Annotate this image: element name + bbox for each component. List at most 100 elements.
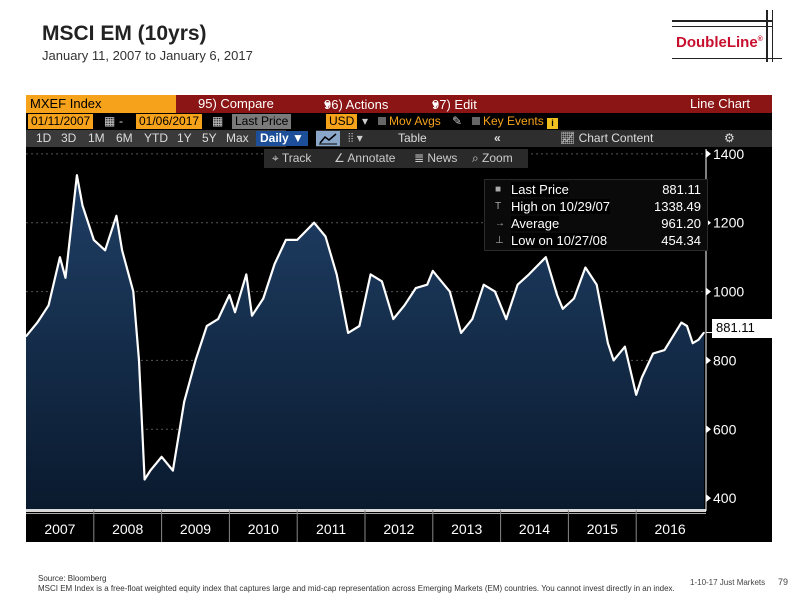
legend-label: Low on 10/27/08 — [511, 233, 608, 248]
track-button[interactable]: ⌖ Track — [272, 151, 312, 165]
data-point — [160, 456, 163, 458]
legend-value: 1338.49 — [654, 199, 701, 214]
data-point — [528, 273, 530, 276]
logo-rule-vertical-thin — [772, 10, 773, 62]
data-point — [697, 339, 700, 341]
data-point — [415, 287, 417, 289]
key-events-toggle[interactable]: Key Events i — [472, 114, 559, 129]
price-line — [26, 174, 705, 481]
chart-type-label[interactable]: Line Chart — [690, 96, 750, 111]
data-point — [155, 462, 157, 465]
data-point — [635, 394, 637, 396]
start-date-field[interactable]: 01/11/2007 — [28, 114, 94, 129]
data-point — [183, 400, 185, 403]
chart-content-label: Chart Content — [578, 131, 654, 145]
logo-rule-vertical — [766, 10, 768, 62]
y-tick-marker — [706, 149, 711, 158]
bloomberg-terminal: 400 600 800 1000 1200 1400 2007 2008 2009 2010 201… — [26, 95, 772, 542]
x-tick-label: 2009 — [180, 521, 211, 537]
data-point — [324, 235, 327, 238]
logo-rule-bottom — [672, 58, 782, 59]
ticker-field[interactable]: MXEF Index — [26, 95, 176, 113]
x-tick-label: 2011 — [316, 521, 346, 537]
legend-row-last-price: ■ Last Price 881.11 — [485, 182, 709, 199]
data-point — [59, 256, 61, 258]
data-point — [47, 304, 50, 307]
data-point — [206, 325, 208, 327]
data-point — [584, 266, 587, 269]
y-tick-label: 600 — [713, 421, 737, 437]
logo-rule-top — [672, 20, 772, 22]
zoom-button[interactable]: ⌕ Zoom — [472, 151, 513, 165]
chart-content-icon: 📈︎ — [560, 131, 576, 145]
range-6m[interactable]: 6M — [116, 131, 133, 145]
data-point — [76, 174, 78, 176]
legend-value: 881.11 — [662, 182, 701, 197]
currency-selector[interactable]: USD — [326, 114, 358, 129]
range-1d[interactable]: 1D — [36, 131, 52, 145]
legend-row-low: ⊥ Low on 10/27/08 454.34 — [485, 233, 709, 250]
data-point — [194, 359, 197, 362]
legend-row-average: → Average 961.20 — [485, 216, 709, 233]
data-point — [624, 345, 626, 348]
data-point — [652, 352, 654, 355]
news-button[interactable]: ≣ News — [414, 151, 458, 165]
data-point — [26, 335, 27, 338]
legend-value: 961.20 — [661, 216, 701, 231]
data-point — [460, 332, 462, 334]
mov-avgs-toggle[interactable]: Mov Avgs — [378, 114, 441, 129]
logo-registered-mark: ® — [757, 36, 763, 43]
actions-menu-label: 96) Actions — [324, 97, 389, 112]
annotate-button[interactable]: ∠ Annotate — [334, 151, 396, 165]
data-point — [369, 273, 372, 276]
compare-button[interactable]: 95) Compare — [198, 96, 274, 111]
data-point — [245, 273, 248, 276]
range-1m[interactable]: 1M — [88, 131, 105, 145]
legend-symbol: T — [495, 201, 502, 212]
data-point — [234, 311, 236, 313]
data-point — [686, 325, 688, 327]
line-chart-glyph — [319, 133, 337, 145]
end-date-field[interactable]: 01/06/2017 — [136, 114, 203, 129]
gear-icon[interactable]: ⚙ — [724, 131, 735, 145]
pencil-icon[interactable]: ✎ — [452, 114, 463, 128]
bottom-band — [26, 509, 706, 512]
table-button[interactable]: Table — [398, 131, 427, 145]
range-5y[interactable]: 5Y — [202, 131, 217, 145]
data-point — [482, 283, 485, 286]
line-chart-icon[interactable] — [316, 131, 340, 146]
chart-legend: ■ Last Price 881.11 T High on 10/29/07 1… — [484, 179, 708, 251]
date-separator: - — [119, 114, 123, 128]
calendar-icon[interactable]: ▦ — [212, 114, 224, 128]
field-selector[interactable]: Last Price — [232, 114, 292, 129]
data-point — [36, 321, 39, 324]
range-ytd[interactable]: YTD — [144, 131, 168, 145]
range-max[interactable]: Max — [226, 131, 249, 145]
data-point — [494, 290, 496, 293]
key-events-label: Key Events — [483, 114, 544, 128]
last-price-label: 881.11 — [712, 319, 772, 338]
calendar-icon[interactable]: ▦ — [104, 114, 116, 128]
y-tick-marker — [706, 494, 711, 503]
chart-content-button[interactable]: 📈︎ Chart Content — [560, 131, 653, 146]
data-point — [273, 263, 276, 265]
collapse-button[interactable]: « — [494, 131, 501, 145]
checkbox-icon — [378, 117, 386, 125]
data-point — [262, 297, 265, 300]
bar-chart-icon[interactable]: ⦙⦙ ▾ — [348, 131, 363, 145]
checkbox-icon — [472, 117, 480, 125]
logo-rule-mid — [672, 26, 772, 27]
range-3d[interactable]: 3D — [61, 131, 77, 145]
data-point — [449, 290, 451, 293]
info-icon[interactable]: i — [547, 118, 559, 129]
data-point — [703, 331, 705, 334]
footer-note: MSCI EM Index is a free-float weighted e… — [38, 584, 675, 593]
data-point — [545, 256, 547, 258]
chevron-down-icon[interactable]: ▾ — [362, 114, 369, 128]
data-point — [64, 277, 67, 279]
range-1y[interactable]: 1Y — [177, 131, 192, 145]
y-tick-label: 1000 — [713, 284, 744, 300]
x-tick-label: 2015 — [587, 521, 618, 537]
data-point — [228, 294, 231, 296]
frequency-selector[interactable]: Daily ▼ — [256, 131, 308, 146]
